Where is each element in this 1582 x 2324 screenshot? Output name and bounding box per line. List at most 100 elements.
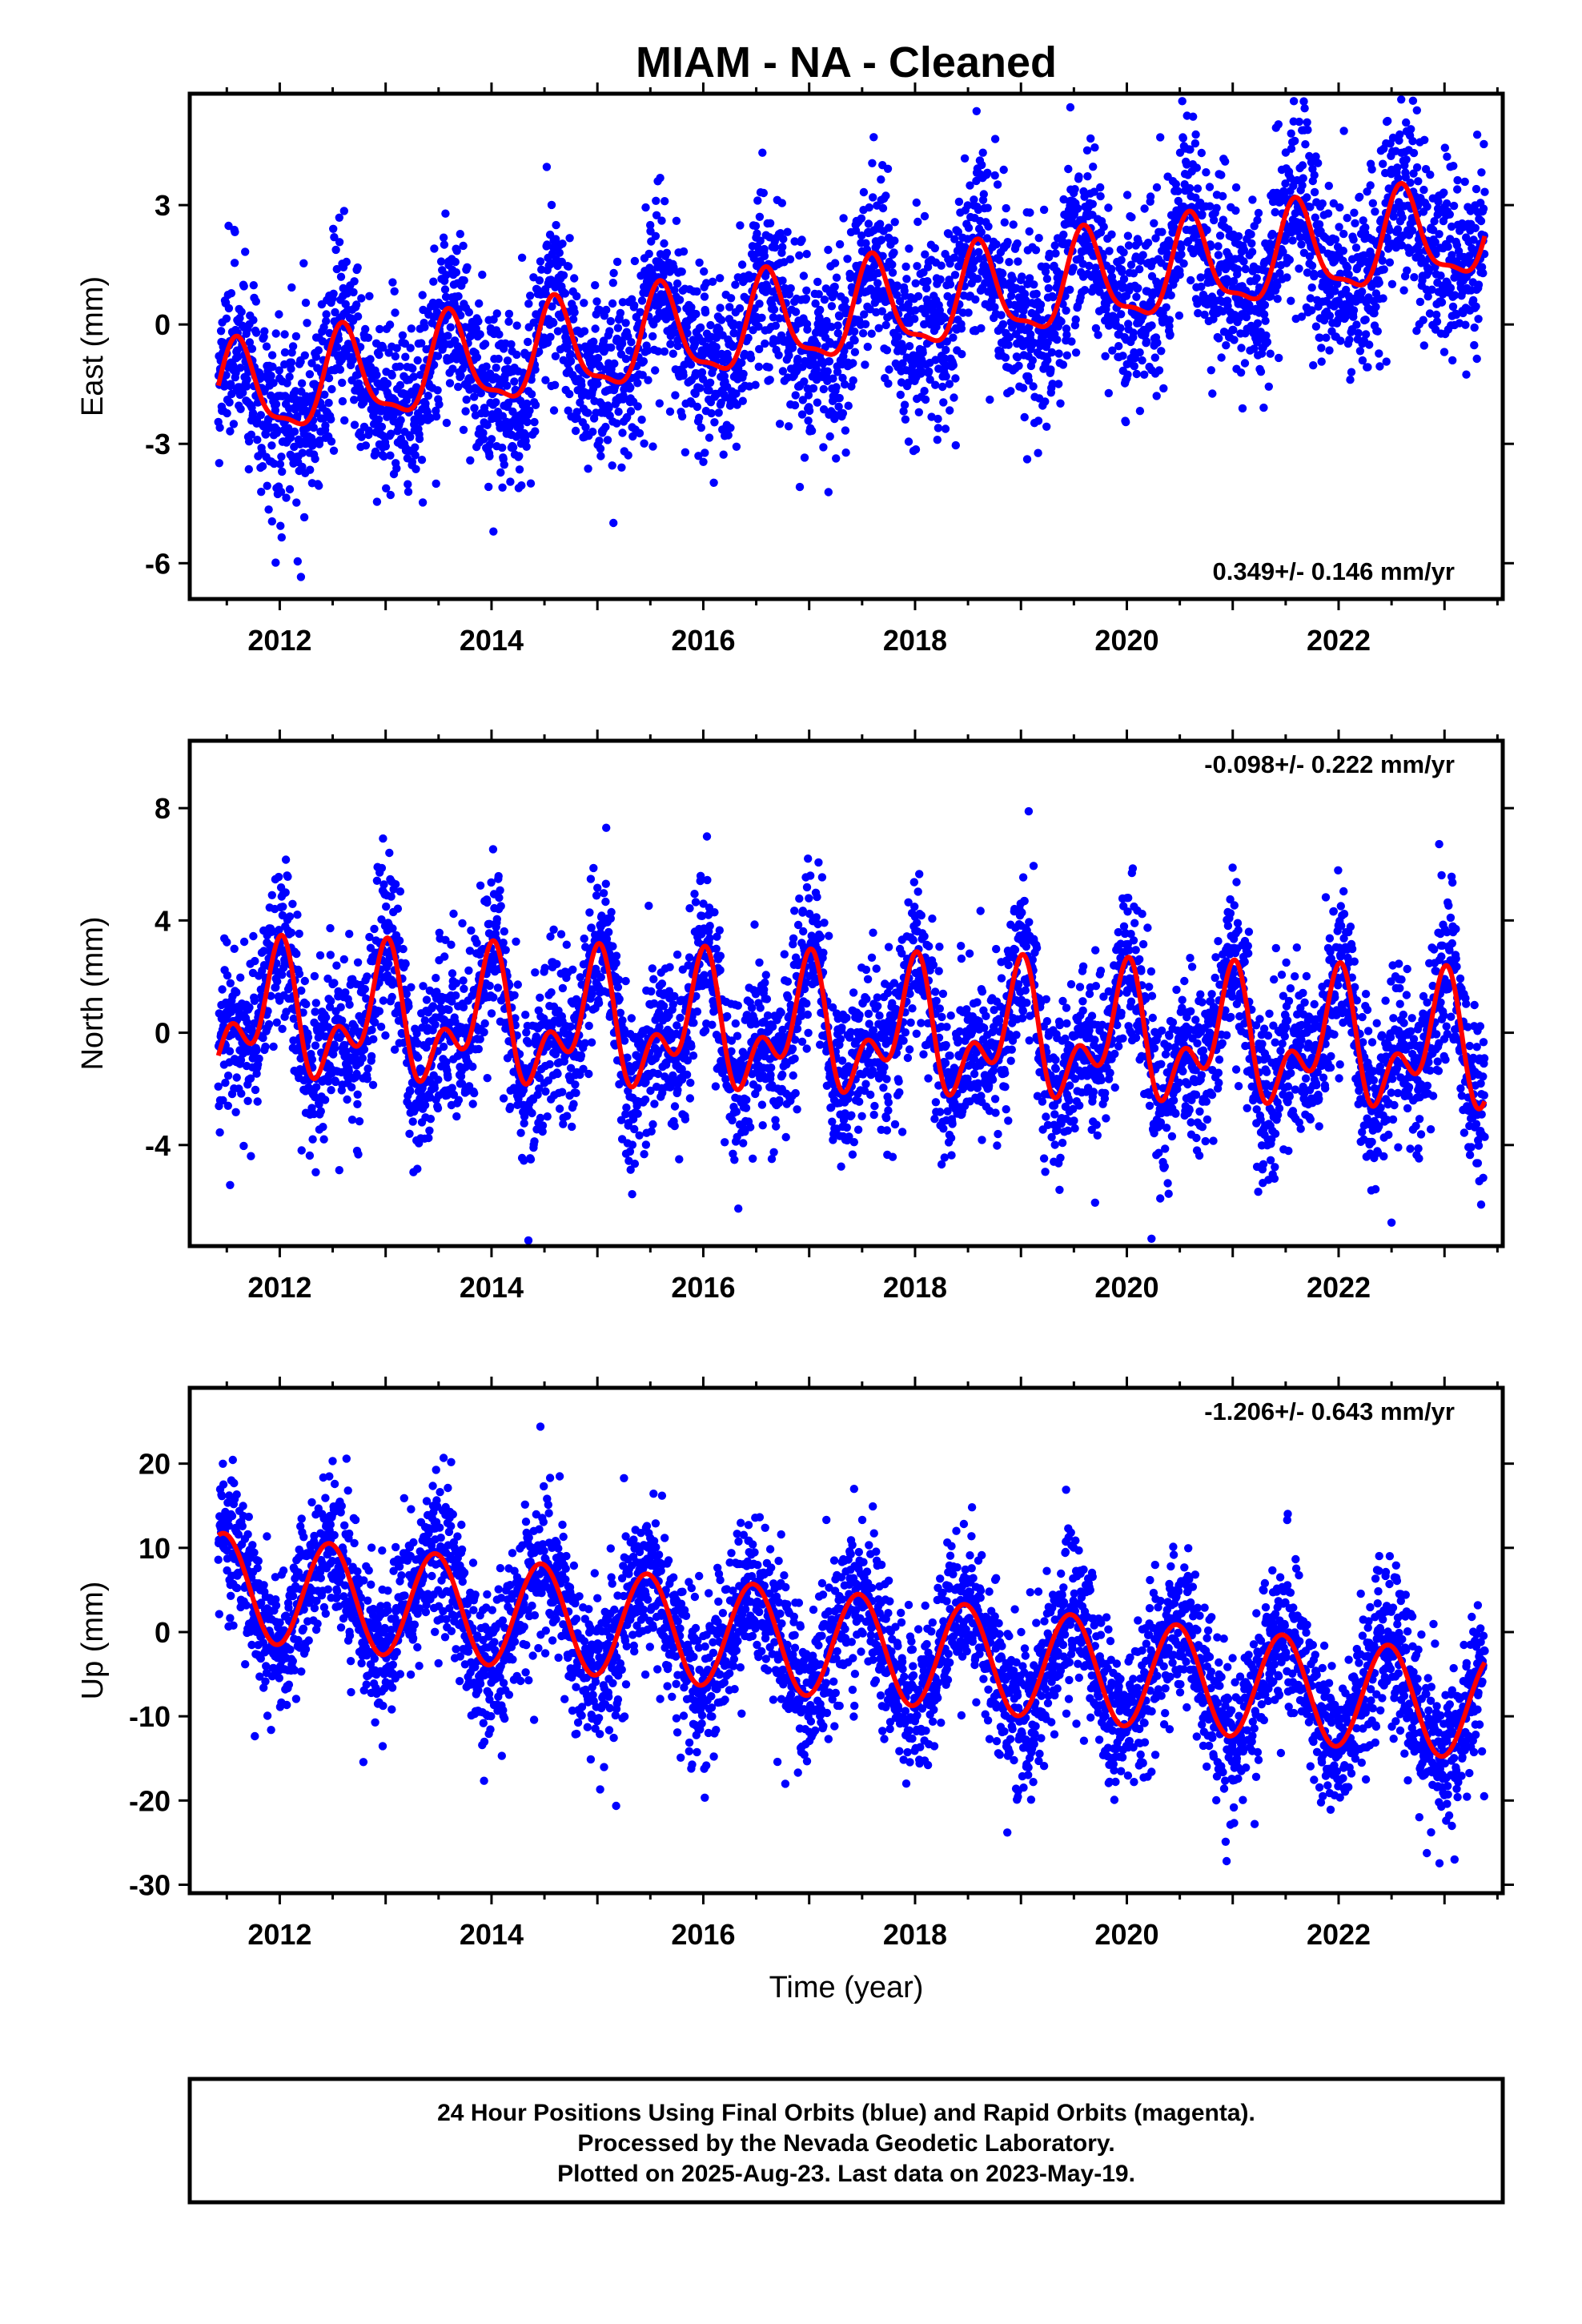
data-point [350,420,359,429]
data-point [430,1084,439,1093]
data-point [617,340,627,348]
data-point [1298,161,1307,170]
data-point [1412,326,1421,336]
data-point [1289,97,1299,106]
x-tick-label: 2016 [671,624,735,657]
data-point [552,220,560,230]
data-point [445,379,455,388]
data-point [827,302,837,311]
data-point [599,336,608,345]
data-point [911,445,921,454]
data-point [1469,296,1478,305]
data-point [874,324,883,332]
data-point [1310,271,1319,281]
x-tick-label: 2012 [247,624,311,657]
data-point [963,201,973,210]
data-point [850,336,859,345]
data-point [982,234,992,243]
data-point [347,1116,357,1124]
data-point [760,251,769,260]
data-point [1031,246,1041,255]
data-point [292,949,301,959]
data-point [353,1100,362,1109]
data-point [290,427,299,436]
data-point [1361,316,1370,324]
data-point [247,344,257,353]
data-point [287,358,296,367]
data-point [1310,187,1319,197]
data-point [1443,152,1452,161]
data-point [859,187,869,197]
data-point [406,432,415,441]
data-point [429,360,439,369]
data-point [833,368,842,376]
data-point [515,465,524,474]
data-point [1041,397,1050,406]
data-point [1069,263,1078,272]
data-point [1344,270,1353,279]
y-tick-label: 0 [155,308,171,341]
data-point [289,1014,299,1023]
data-point [1261,316,1270,325]
data-point [245,338,255,347]
data-point [315,481,323,490]
data-point [1446,283,1456,292]
data-point [755,212,765,221]
data-point [1336,336,1345,345]
data-point [320,390,329,399]
data-point [783,227,792,236]
data-point [220,382,229,391]
data-point [249,931,258,941]
data-point [1123,231,1133,240]
data-point [811,299,820,308]
data-point [830,414,839,424]
data-point [799,271,809,280]
data-point [278,467,287,476]
data-point [236,404,245,413]
data-point [271,558,280,567]
data-point [760,244,769,254]
data-point [483,420,492,429]
data-point [833,328,843,338]
data-point [1335,269,1345,278]
data-point [307,1055,317,1064]
data-point [1343,263,1352,272]
data-point [253,436,262,444]
data-point [1001,353,1010,362]
data-point [1437,298,1447,307]
data-point [1448,302,1458,312]
data-point [695,413,704,422]
data-point [1074,204,1082,213]
data-point [633,402,642,411]
data-point [460,276,468,285]
data-point [900,400,909,409]
data-point [494,354,503,364]
data-point [484,482,493,492]
data-point [1382,357,1391,366]
data-point [1034,234,1043,243]
data-point [1129,328,1138,337]
data-point [1043,356,1052,364]
data-point [648,332,657,341]
data-point [1371,207,1379,216]
data-point [737,358,746,368]
data-point [1264,382,1274,391]
data-point [1390,79,1398,87]
data-point [551,352,560,360]
data-point [1349,235,1358,244]
data-point [1036,300,1046,309]
data-point [243,375,251,384]
data-point [1345,336,1354,344]
data-point [401,352,410,361]
data-point [1371,303,1380,312]
data-point [420,323,429,332]
data-point [295,969,304,979]
data-point [537,265,546,274]
data-point [303,1033,313,1042]
data-point [914,408,924,416]
data-point [605,327,614,336]
data-point [335,365,345,374]
data-point [1053,336,1062,344]
data-point [1039,205,1049,215]
